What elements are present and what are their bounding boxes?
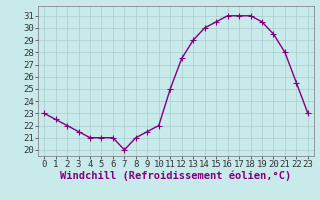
X-axis label: Windchill (Refroidissement éolien,°C): Windchill (Refroidissement éolien,°C)	[60, 171, 292, 181]
